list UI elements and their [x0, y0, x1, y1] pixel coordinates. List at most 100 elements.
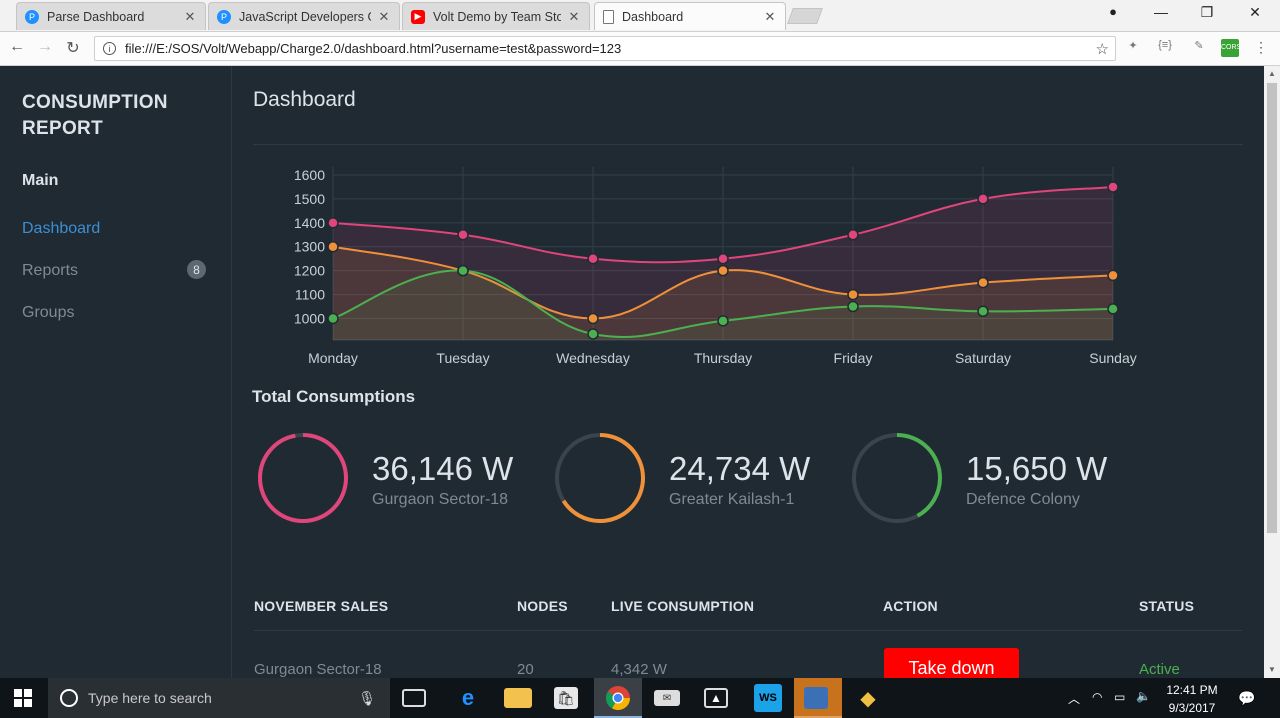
edge-browser-icon[interactable]: e: [461, 685, 475, 710]
windows-taskbar: Type here to search 🎙 e 🛍 ✉ ▲ WS ◆ ︿ ◠ ▭…: [0, 678, 1280, 718]
restore-icon[interactable]: ❐: [1200, 4, 1214, 20]
scroll-up-arrow-icon[interactable]: ▲: [1268, 69, 1276, 78]
cortana-icon: [60, 689, 78, 707]
table-header-divider: [254, 630, 1242, 631]
chart-point-series-0: [327, 217, 339, 229]
sidebar: CONSUMPTION REPORT Main Dashboard Report…: [0, 66, 232, 678]
gauge-defence-colony: [852, 433, 942, 523]
notifications-icon[interactable]: 💬: [1238, 690, 1256, 706]
chart-point-series-1: [717, 264, 729, 277]
gauge-value-greater-kailash: 24,734 W: [669, 450, 811, 487]
tab-dashboard[interactable]: Dashboard ✕: [594, 2, 786, 30]
task-view-icon[interactable]: [402, 689, 426, 707]
file-explorer-icon[interactable]: [504, 688, 532, 708]
menu-icon[interactable]: ⋮: [1254, 39, 1268, 55]
chart-point-series-1: [847, 288, 859, 301]
chart-x-tick-label: Tuesday: [436, 350, 489, 366]
gauge-location-gurgaon: Gurgaon Sector-18: [372, 491, 509, 508]
table-header-live-consumption: LIVE CONSUMPTION: [611, 598, 755, 614]
chart-y-tick-label: 1200: [294, 263, 325, 279]
browser-tab-strip: P Parse Dashboard ✕ P JavaScript Develop…: [0, 0, 1280, 32]
table-cell-name: Gurgaon Sector-18: [254, 661, 382, 678]
chart-y-tick-label: 1100: [295, 287, 325, 303]
sidebar-item-dashboard[interactable]: Dashboard: [22, 220, 101, 237]
tab-javascript-developers[interactable]: P JavaScript Developers Gu ✕: [208, 2, 400, 30]
close-icon[interactable]: ✕: [764, 8, 776, 24]
taskbar-search-box[interactable]: Type here to search 🎙: [48, 678, 390, 718]
page-icon: [603, 9, 614, 24]
chart-y-tick-label: 1400: [294, 215, 325, 231]
back-icon[interactable]: ←: [9, 38, 25, 55]
store-icon[interactable]: 🛍: [554, 687, 578, 709]
scroll-down-arrow-icon[interactable]: ▼: [1268, 665, 1276, 674]
bookmark-star-icon[interactable]: ☆: [1095, 41, 1109, 58]
close-icon[interactable]: ✕: [568, 8, 580, 24]
sidebar-item-groups[interactable]: Groups: [22, 304, 75, 321]
photos-icon[interactable]: ▲: [704, 688, 728, 708]
chart-y-tick-label: 1000: [294, 310, 325, 326]
parse-icon: P: [25, 9, 39, 24]
chart-point-series-2: [977, 305, 989, 318]
chart-point-series-1: [1107, 269, 1119, 282]
chart-x-tick-label: Sunday: [1089, 350, 1136, 366]
close-icon[interactable]: ✕: [378, 8, 390, 24]
forward-icon[interactable]: →: [37, 38, 53, 55]
table-header-november-sales: NOVEMBER SALES: [254, 598, 389, 614]
microphone-icon[interactable]: 🎙: [358, 690, 376, 706]
close-icon[interactable]: ✕: [184, 8, 196, 24]
sidebar-item-reports[interactable]: Reports: [22, 262, 79, 279]
info-icon[interactable]: i: [103, 42, 116, 55]
gauge-arc: [852, 433, 942, 523]
chevron-up-icon[interactable]: ︿: [1068, 692, 1081, 706]
webstorm-icon[interactable]: WS: [754, 684, 782, 712]
gauge-greater-kailash: [555, 433, 645, 523]
chart-point-series-2: [847, 300, 859, 313]
volume-icon[interactable]: 🔈: [1136, 689, 1151, 703]
taskbar-search-placeholder: Type here to search: [88, 690, 212, 706]
gauge-arc: [258, 433, 348, 523]
app-window-icon[interactable]: [804, 687, 828, 709]
cors-extension-icon[interactable]: CORS: [1221, 39, 1241, 57]
chart-point-series-0: [977, 193, 989, 205]
chart-point-series-0: [587, 252, 599, 265]
tab-parse-dashboard[interactable]: P Parse Dashboard ✕: [16, 2, 206, 30]
git-tool-icon[interactable]: ◆: [860, 687, 876, 710]
chart-series-area-1: [333, 246, 1113, 340]
clock-time[interactable]: 12:41 PM: [1166, 683, 1218, 697]
tab-title: Parse Dashboard: [47, 9, 145, 24]
eyedropper-extension-icon[interactable]: ✎: [1194, 40, 1204, 52]
page-scrollbar[interactable]: ▲ ▼: [1264, 66, 1280, 678]
status-badge: Active: [1139, 661, 1180, 678]
reports-count-badge: 8: [187, 260, 206, 279]
json-extension-icon[interactable]: {≡}: [1158, 39, 1172, 51]
wifi-icon[interactable]: ◠: [1092, 690, 1103, 704]
address-bar[interactable]: i file:///E:/SOS/Volt/Webapp/Charge2.0/d…: [94, 36, 1116, 61]
gauge-arc: [555, 433, 645, 523]
table-cell-live-consumption: 4,342 W: [611, 661, 667, 678]
reload-icon[interactable]: ↻: [66, 40, 80, 57]
clock-date[interactable]: 9/3/2017: [1168, 701, 1216, 715]
gauge-value-defence-colony: 15,650 W: [966, 450, 1108, 487]
chart-point-series-0: [847, 229, 859, 241]
window-close-icon[interactable]: ✕: [1249, 4, 1261, 20]
tab-volt-demo[interactable]: ▶ Volt Demo by Team Stor ✕: [402, 2, 590, 30]
url-text: file:///E:/SOS/Volt/Webapp/Charge2.0/das…: [125, 41, 622, 56]
page-title: Dashboard: [253, 88, 356, 111]
extension-icon[interactable]: ✦: [1128, 40, 1138, 52]
new-tab-button[interactable]: [787, 8, 823, 24]
chart-point-series-1: [327, 240, 339, 253]
chart-x-tick-label: Thursday: [694, 350, 752, 366]
chart-series-area-2: [333, 270, 1113, 340]
scrollbar-thumb[interactable]: [1267, 83, 1277, 533]
battery-icon[interactable]: ▭: [1114, 690, 1126, 704]
minimize-icon[interactable]: —: [1154, 4, 1168, 20]
chart-x-tick-label: Monday: [308, 350, 358, 366]
mail-icon[interactable]: ✉: [654, 690, 680, 706]
profile-icon[interactable]: ●: [1109, 4, 1117, 19]
chart-point-series-1: [587, 312, 599, 325]
consumption-line-chart: 1000 1100 1200 1300 1400 1500 1600 Monday Tuesda…: [294, 167, 1137, 366]
chart-point-series-2: [327, 312, 339, 325]
chrome-icon[interactable]: [604, 684, 632, 712]
chart-x-tick-label: Wednesday: [556, 350, 630, 366]
windows-start-icon[interactable]: [14, 689, 32, 707]
